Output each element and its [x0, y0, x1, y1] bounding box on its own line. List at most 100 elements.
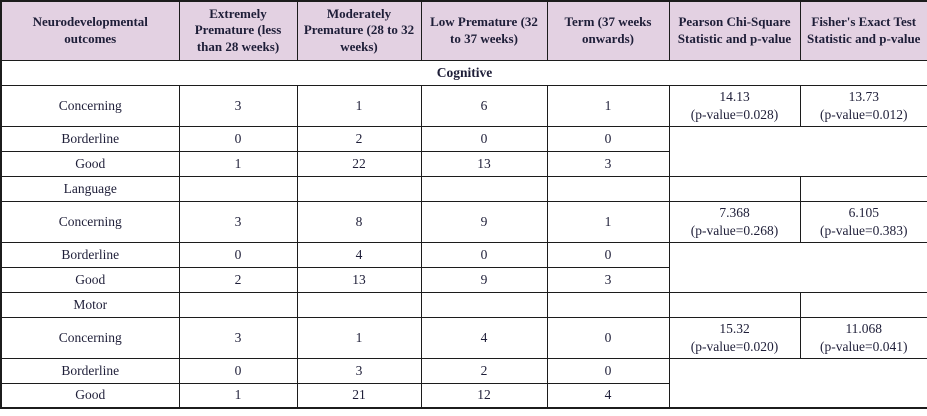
value-cell: 2 — [420, 357, 548, 384]
value-cell: 13 — [420, 150, 548, 177]
outcome-label: Good — [0, 266, 180, 293]
value-cell: 3 — [546, 150, 670, 177]
pearson-stat-cell: 7.368 (p-value=0.268) — [668, 200, 801, 243]
outcome-label: Concerning — [0, 84, 180, 127]
table-row-cognitive-good: Good 1 22 13 3 — [0, 150, 927, 177]
table-row-cognitive-concerning: Concerning 3 1 6 1 14.13 (p-value=0.028)… — [0, 84, 927, 127]
value-cell: 0 — [178, 241, 298, 268]
value-cell: 2 — [178, 266, 298, 293]
header-cell-extremely-premature: Extremely Premature (less than 28 weeks) — [178, 0, 298, 61]
empty-cell — [668, 291, 801, 318]
fisher-stat-cell: 11.068 (p-value=0.041) — [799, 316, 927, 359]
value-cell: 0 — [178, 357, 298, 384]
table-row-language-good: Good 2 13 9 3 — [0, 266, 927, 293]
empty-cell — [799, 291, 927, 318]
stat-value: 7.368 — [719, 204, 750, 220]
value-cell: 21 — [296, 382, 422, 409]
header-cell-outcomes: Neurodevelopmental outcomes — [0, 0, 180, 61]
value-cell: 0 — [178, 125, 298, 152]
fisher-stat-cell: 13.73 (p-value=0.012) — [799, 84, 927, 127]
value-cell: 1 — [546, 84, 670, 127]
value-cell: 0 — [546, 357, 670, 384]
empty-cell — [296, 175, 422, 202]
value-cell: 3 — [546, 266, 670, 293]
table-row-language-borderline: Borderline 0 4 0 0 — [0, 241, 927, 293]
value-cell: 3 — [178, 84, 298, 127]
value-cell: 0 — [420, 241, 548, 268]
outcome-label: Borderline — [0, 241, 180, 268]
header-row: Neurodevelopmental outcomes Extremely Pr… — [0, 0, 927, 61]
outcome-label: Good — [0, 382, 180, 409]
section-title-motor: Motor — [0, 291, 180, 318]
pearson-stat-cell: 14.13 (p-value=0.028) — [668, 84, 801, 127]
value-cell: 3 — [296, 357, 422, 384]
value-cell: 2 — [296, 125, 422, 152]
header-cell-fisher: Fisher's Exact Test Statistic and p-valu… — [799, 0, 927, 61]
value-cell: 8 — [296, 200, 422, 243]
empty-cell — [546, 291, 670, 318]
stat-pvalue: (p-value=0.020) — [690, 338, 779, 354]
value-cell: 13 — [296, 266, 422, 293]
section-title-language: Language — [0, 175, 180, 202]
empty-cell — [296, 291, 422, 318]
value-cell: 4 — [420, 316, 548, 359]
empty-cell — [178, 291, 298, 318]
value-cell: 9 — [420, 200, 548, 243]
value-cell: 22 — [296, 150, 422, 177]
empty-stats-cell — [668, 125, 927, 177]
stat-pvalue: (p-value=0.028) — [690, 106, 779, 122]
section-row-cognitive: Cognitive — [0, 59, 927, 86]
empty-stats-cell — [668, 357, 927, 409]
stat-value: 15.32 — [719, 320, 750, 336]
outcome-label: Concerning — [0, 316, 180, 359]
value-cell: 6 — [420, 84, 548, 127]
value-cell: 0 — [420, 125, 548, 152]
stat-pvalue: (p-value=0.041) — [820, 338, 908, 354]
section-title-cognitive: Cognitive — [0, 59, 927, 86]
fisher-stat-cell: 6.105 (p-value=0.383) — [799, 200, 927, 243]
table-row-language-concerning: Concerning 3 8 9 1 7.368 (p-value=0.268)… — [0, 200, 927, 243]
value-cell: 0 — [546, 316, 670, 359]
value-cell: 9 — [420, 266, 548, 293]
value-cell: 1 — [178, 382, 298, 409]
outcome-label: Good — [0, 150, 180, 177]
empty-cell — [178, 175, 298, 202]
value-cell: 1 — [178, 150, 298, 177]
value-cell: 1 — [546, 200, 670, 243]
empty-cell — [546, 175, 670, 202]
section-row-language: Language — [0, 175, 927, 202]
header-cell-pearson: Pearson Chi-Square Statistic and p-value — [668, 0, 801, 61]
value-cell: 4 — [546, 382, 670, 409]
outcome-label: Concerning — [0, 200, 180, 243]
empty-cell — [799, 175, 927, 202]
value-cell: 0 — [546, 241, 670, 268]
value-cell: 12 — [420, 382, 548, 409]
value-cell: 3 — [178, 200, 298, 243]
stat-value: 14.13 — [719, 88, 750, 104]
value-cell: 1 — [296, 84, 422, 127]
stat-pvalue: (p-value=0.268) — [690, 222, 779, 238]
value-cell: 4 — [296, 241, 422, 268]
stat-value: 6.105 — [848, 204, 879, 220]
stat-pvalue: (p-value=0.383) — [820, 222, 908, 238]
header-cell-moderately-premature: Moderately Premature (28 to 32 weeks) — [296, 0, 422, 61]
table-row-cognitive-borderline: Borderline 0 2 0 0 — [0, 125, 927, 177]
header-cell-term: Term (37 weeks onwards) — [546, 0, 670, 61]
stat-value: 13.73 — [848, 88, 879, 104]
stat-value: 11.068 — [845, 320, 883, 336]
empty-cell — [420, 175, 548, 202]
table-row-motor-borderline: Borderline 0 3 2 0 — [0, 357, 927, 409]
table-row-motor-concerning: Concerning 3 1 4 0 15.32 (p-value=0.020)… — [0, 316, 927, 359]
outcome-label: Borderline — [0, 357, 180, 384]
stat-pvalue: (p-value=0.012) — [820, 106, 908, 122]
header-cell-low-premature: Low Premature (32 to 37 weeks) — [420, 0, 548, 61]
empty-stats-cell — [668, 241, 927, 293]
value-cell: 3 — [178, 316, 298, 359]
value-cell: 0 — [546, 125, 670, 152]
value-cell: 1 — [296, 316, 422, 359]
pearson-stat-cell: 15.32 (p-value=0.020) — [668, 316, 801, 359]
outcome-label: Borderline — [0, 125, 180, 152]
empty-cell — [668, 175, 801, 202]
empty-cell — [420, 291, 548, 318]
